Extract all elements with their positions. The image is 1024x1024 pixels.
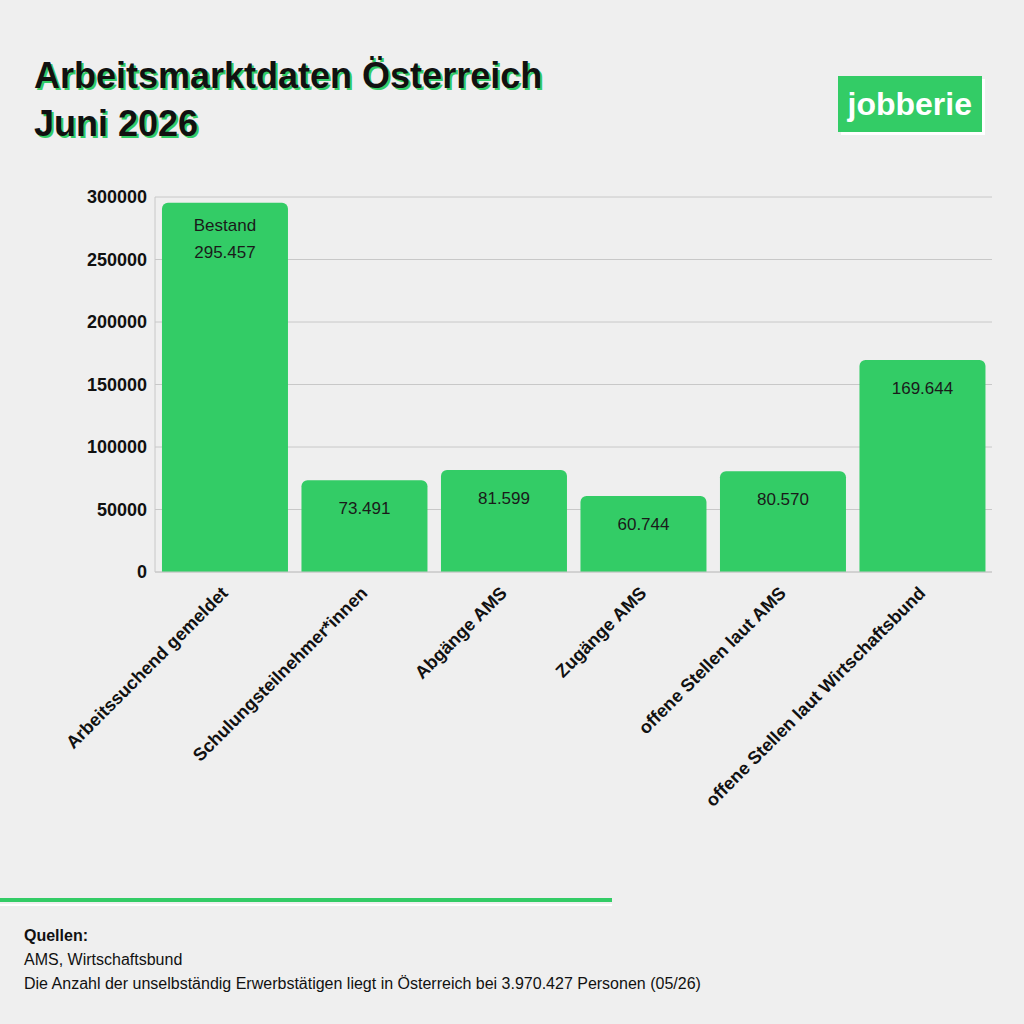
html-text:Quellen:: Quellen: — [24, 927, 88, 944]
svg-text:offene Stellen laut Wirtschaft: offene Stellen laut Wirtschaftsbund — [702, 583, 930, 811]
svg-text:0: 0 — [137, 562, 147, 582]
svg-text:200000: 200000 — [87, 312, 147, 332]
svg-text:100000: 100000 — [87, 437, 147, 457]
svg-text:offene Stellen laut AMS: offene Stellen laut AMS — [635, 583, 790, 738]
svg-text:Abgänge AMS: Abgänge AMS — [411, 583, 511, 683]
svg-text:80.570: 80.570 — [757, 490, 809, 509]
svg-text:169.644: 169.644 — [892, 379, 953, 398]
svg-text:150000: 150000 — [87, 375, 147, 395]
html-text:AMS, Wirtschaftsbund: AMS, Wirtschaftsbund — [24, 951, 183, 968]
svg-text:50000: 50000 — [97, 500, 147, 520]
html-text:Die Anzahl der unselbständig E: Die Anzahl der unselbständig Erwerbstäti… — [24, 975, 701, 992]
html-text:jobberie: jobberie — [847, 86, 972, 122]
svg-text:Arbeitssuchend gemeldet: Arbeitssuchend gemeldet — [62, 583, 232, 753]
html-text:Juni 2026: Juni 2026 — [34, 103, 199, 144]
svg-text:Schulungsteilnehmer*innen: Schulungsteilnehmer*innen — [189, 583, 371, 765]
svg-text:60.744: 60.744 — [617, 515, 669, 534]
svg-text:Zugänge AMS: Zugänge AMS — [552, 583, 651, 682]
svg-text:81.599: 81.599 — [478, 489, 530, 508]
svg-text:300000: 300000 — [87, 187, 147, 207]
html-text:Arbeitsmarktdaten Österreich: Arbeitsmarktdaten Österreich — [34, 55, 543, 96]
svg-text:250000: 250000 — [87, 250, 147, 270]
svg-text:295.457: 295.457 — [194, 243, 255, 262]
svg-text:Bestand: Bestand — [194, 216, 256, 235]
svg-text:73.491: 73.491 — [338, 499, 390, 518]
